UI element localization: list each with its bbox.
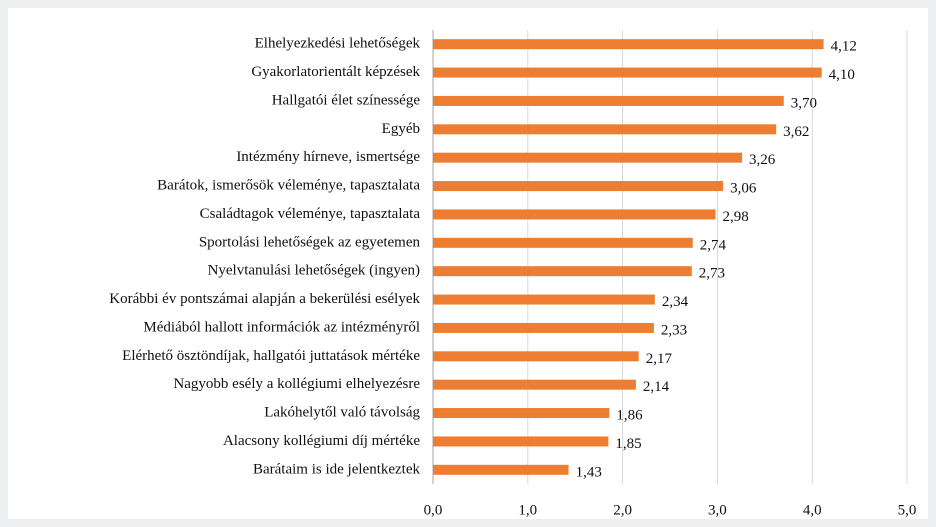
y-tick-label: Egyéb	[382, 121, 420, 137]
y-tick-label: Családtagok véleménye, tapasztalata	[200, 206, 421, 222]
y-tick-label: Intézmény hírneve, ismertsége	[236, 149, 420, 165]
bar	[433, 322, 654, 333]
y-tick-label: Nyelvtanulási lehetőségek (ingyen)	[208, 263, 420, 279]
bar	[433, 181, 724, 192]
y-tick-label: Elérhető ösztöndíjak, hallgatói juttatás…	[122, 348, 420, 364]
x-tick-label: 5,0	[898, 502, 917, 518]
data-label: 4,12	[831, 39, 857, 55]
bar	[433, 464, 569, 475]
bar	[433, 408, 610, 419]
data-label: 3,06	[730, 181, 757, 197]
data-label: 2,73	[699, 266, 725, 282]
bar	[433, 124, 777, 135]
y-tick-label: Barátok, ismerősök véleménye, tapasztala…	[157, 178, 420, 194]
y-tick-label: Barátaim is ide jelentkeztek	[253, 461, 421, 477]
y-tick-label: Sportolási lehetőségek az egyetemen	[199, 234, 421, 250]
x-tick-label: 4,0	[803, 502, 822, 518]
y-tick-label: Elhelyezkedési lehetőségek	[255, 36, 421, 52]
bar	[433, 209, 716, 220]
bar	[433, 95, 784, 106]
bar	[433, 67, 822, 78]
x-tick-label: 3,0	[708, 502, 727, 518]
data-label: 2,74	[700, 237, 727, 253]
data-label: 1,86	[616, 408, 643, 424]
bar	[433, 152, 743, 163]
y-tick-label: Médiából hallott információk az intézmén…	[143, 319, 420, 335]
bar	[433, 266, 692, 277]
bar	[433, 39, 824, 50]
data-label: 2,17	[646, 351, 673, 367]
y-tick-label: Nagyobb esély a kollégiumi elhelyezésre	[173, 376, 420, 392]
panel	[8, 8, 928, 519]
data-label: 2,14	[643, 379, 670, 395]
x-tick-label: 2,0	[613, 502, 632, 518]
data-label: 4,10	[829, 67, 855, 83]
data-label: 2,98	[723, 209, 749, 225]
y-tick-label: Alacsony kollégiumi díj mértéke	[223, 433, 420, 449]
y-tick-label: Hallgatói élet színessége	[272, 92, 421, 108]
data-label: 1,85	[615, 436, 641, 452]
data-label: 3,70	[791, 95, 817, 111]
y-tick-label: Korábbi év pontszámai alapján a bekerülé…	[109, 291, 420, 307]
y-tick-label: Lakóhelytől való távolság	[264, 405, 420, 421]
bar	[433, 436, 609, 447]
data-label: 2,34	[662, 294, 689, 310]
data-label: 3,26	[749, 152, 776, 168]
bar	[433, 237, 693, 248]
bar	[433, 351, 639, 362]
y-tick-label: Gyakorlatorientált képzések	[251, 64, 420, 80]
data-label: 1,43	[576, 464, 602, 480]
bar	[433, 379, 636, 390]
bar	[433, 294, 655, 305]
x-tick-label: 0,0	[424, 502, 443, 518]
x-tick-label: 1,0	[518, 502, 537, 518]
data-label: 3,62	[783, 124, 809, 140]
data-label: 2,33	[661, 322, 687, 338]
